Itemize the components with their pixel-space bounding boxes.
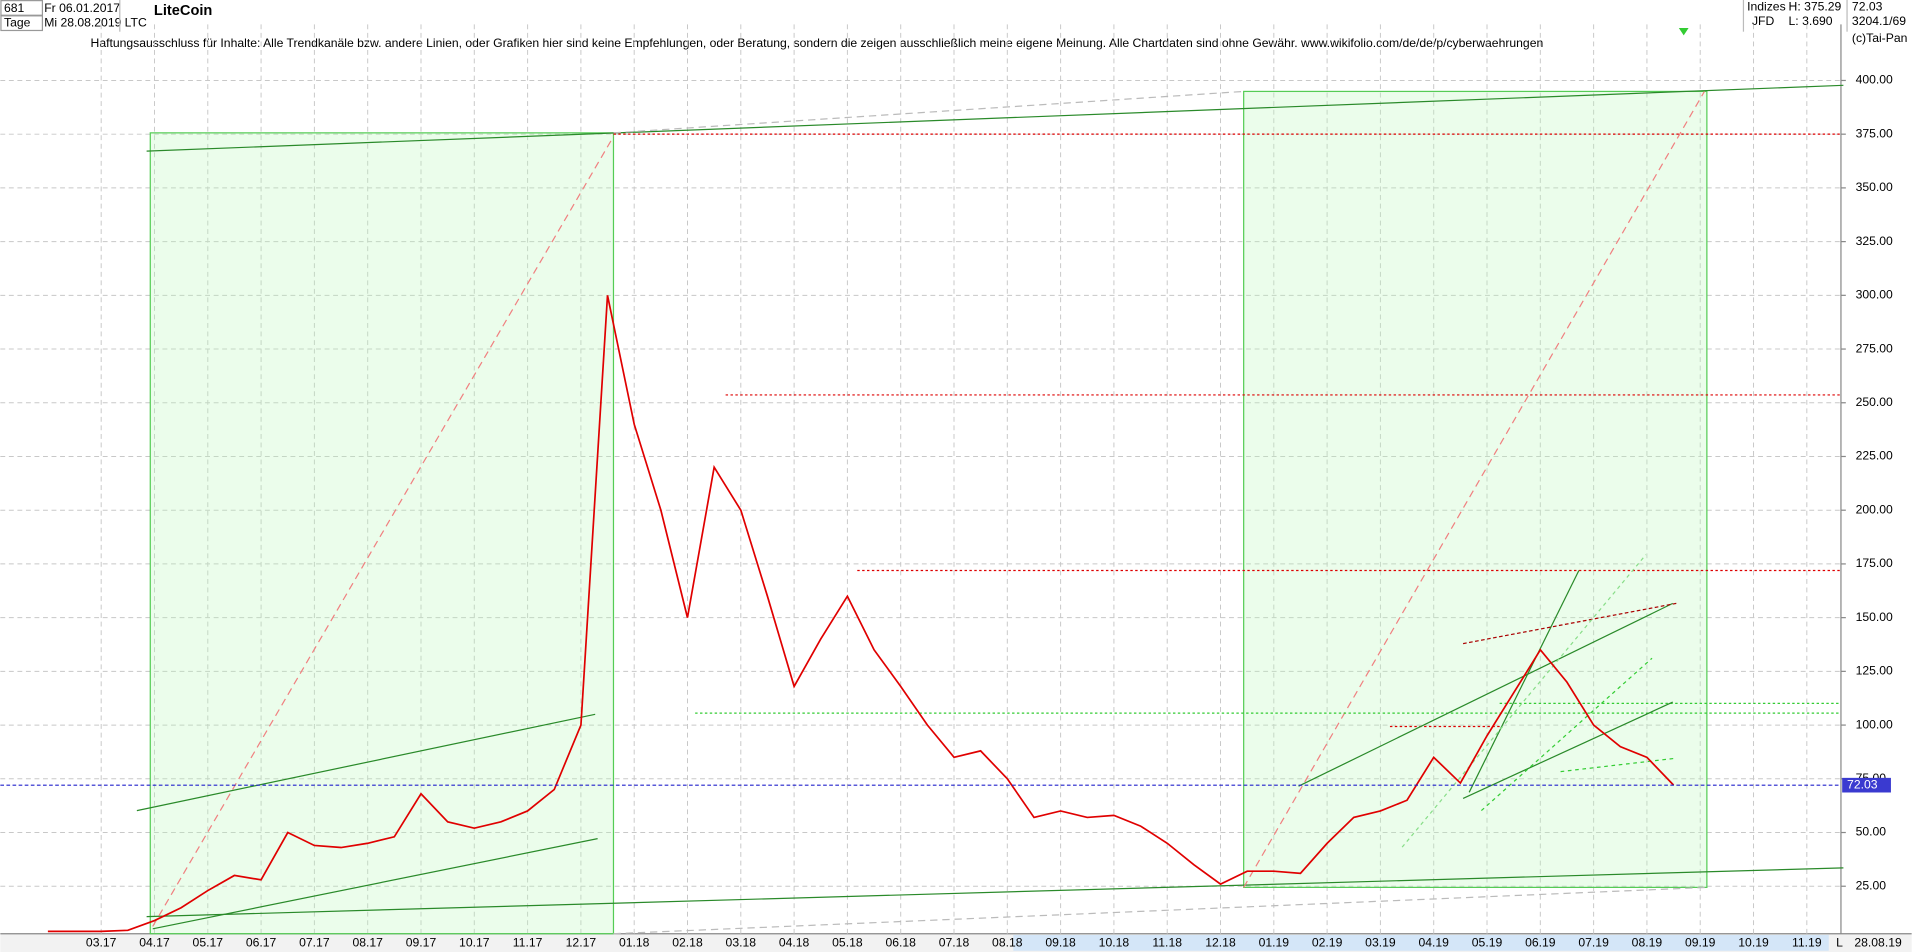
y-tick-label: 350.00	[1856, 180, 1893, 194]
period-box[interactable]	[0, 15, 44, 32]
grid: 25.0050.0075.00100.00125.00150.00175.002…	[0, 24, 1893, 950]
group: Indizes	[1747, 0, 1786, 14]
last-price-box	[1842, 777, 1891, 793]
x-tick-label: 06.19	[1525, 936, 1556, 950]
x-tick-label: 08.18	[992, 936, 1023, 950]
trend-line	[1560, 757, 1677, 773]
x-tick-label: 09.18	[1045, 936, 1076, 950]
x-tick-label: 12.18	[1205, 936, 1236, 950]
x-tick-label: 07.18	[939, 936, 970, 950]
copyright: (c)Tai-Pan	[1852, 31, 1907, 45]
x-tick-label: 02.18	[672, 936, 703, 950]
range-end: 28.08.19	[1854, 936, 1902, 950]
x-tick-label: 05.19	[1472, 936, 1503, 950]
count: 681	[4, 1, 25, 15]
x-tick-label: 06.18	[885, 936, 916, 950]
trend-line	[1468, 570, 1580, 793]
y-tick-label: 400.00	[1856, 73, 1893, 87]
trend-line	[136, 713, 596, 812]
trend-line	[1480, 657, 1653, 812]
x-axis-highlight	[1013, 934, 1829, 951]
x-tick-label: 08.19	[1632, 936, 1663, 950]
instrument-name: LiteCoin	[154, 3, 213, 19]
low: L: 3.690	[1789, 14, 1833, 28]
marker	[1678, 28, 1689, 36]
y-tick-label: 375.00	[1856, 126, 1893, 140]
x-tick-label: 01.19	[1259, 936, 1290, 950]
trend-line	[1298, 602, 1674, 787]
ratio: 3204.1/69	[1852, 14, 1906, 28]
date-from: Fr 06.01.2017	[44, 1, 120, 15]
x-tick-label: 04.18	[779, 936, 810, 950]
annotations	[136, 84, 1844, 935]
x-tick-label: 09.19	[1685, 936, 1716, 950]
disclaimer: Haftungsausschluss für Inhalte: Alle Tre…	[91, 36, 1544, 50]
x-tick-label: 04.17	[139, 936, 170, 950]
x-tick-label: 03.18	[726, 936, 757, 950]
x-tick-label: 11.19	[1792, 936, 1822, 950]
y-tick-label: 175.00	[1856, 556, 1893, 570]
last-price-label: 72.03	[1847, 777, 1878, 791]
trend-line	[146, 867, 1844, 918]
x-tick-label: 07.17	[299, 936, 330, 950]
broker: JFD	[1752, 14, 1775, 28]
x-tick-label: 05.18	[832, 936, 863, 950]
trend-line	[146, 84, 1844, 152]
y-tick-label: 125.00	[1856, 664, 1893, 678]
price-line	[47, 295, 1675, 933]
y-tick-label: 325.00	[1856, 234, 1893, 248]
y-tick-label: 300.00	[1856, 288, 1893, 302]
x-tick-label: 01.18	[619, 936, 650, 950]
symbol: LTC	[125, 15, 147, 29]
x-tick-label: 06.17	[246, 936, 277, 950]
mode: L	[1836, 936, 1843, 950]
x-tick-label: 09.17	[406, 936, 437, 950]
x-tick-label: 04.19	[1418, 936, 1449, 950]
y-tick-label: 150.00	[1856, 610, 1893, 624]
x-tick-label: 10.19	[1738, 936, 1769, 950]
x-tick-label: 11.18	[1152, 936, 1182, 950]
y-tick-label: 250.00	[1856, 395, 1893, 409]
x-tick-label: 12.17	[566, 936, 597, 950]
x-tick-label: 11.17	[513, 936, 543, 950]
trend-line	[613, 90, 1244, 134]
x-tick-label: 02.19	[1312, 936, 1343, 950]
period: Tage	[4, 15, 31, 29]
y-tick-label: 225.00	[1856, 449, 1893, 463]
x-tick-label: 03.17	[86, 936, 117, 950]
diagonal	[152, 136, 615, 927]
y-tick-label: 275.00	[1856, 341, 1893, 355]
last: 72.03	[1852, 0, 1883, 14]
diagonal	[1243, 91, 1705, 888]
trend-line	[152, 838, 598, 930]
x-tick-label: 10.17	[459, 936, 490, 950]
x-tick-label: 08.17	[352, 936, 383, 950]
x-tick-label: 05.17	[193, 936, 224, 950]
y-tick-label: 100.00	[1856, 717, 1893, 731]
y-tick-label: 25.00	[1856, 878, 1887, 892]
x-tick-label: 03.19	[1365, 936, 1396, 950]
high: H: 375.29	[1789, 0, 1842, 14]
y-tick-label: 200.00	[1856, 502, 1893, 516]
y-tick-label: 50.00	[1856, 825, 1887, 839]
date-to: Mi 28.08.2019	[44, 15, 121, 29]
x-tick-label: 10.18	[1099, 936, 1130, 950]
x-tick-label: 07.19	[1578, 936, 1609, 950]
marks: 72.03	[0, 295, 1891, 933]
trend-line	[1401, 554, 1647, 848]
trend-line	[1462, 701, 1673, 799]
